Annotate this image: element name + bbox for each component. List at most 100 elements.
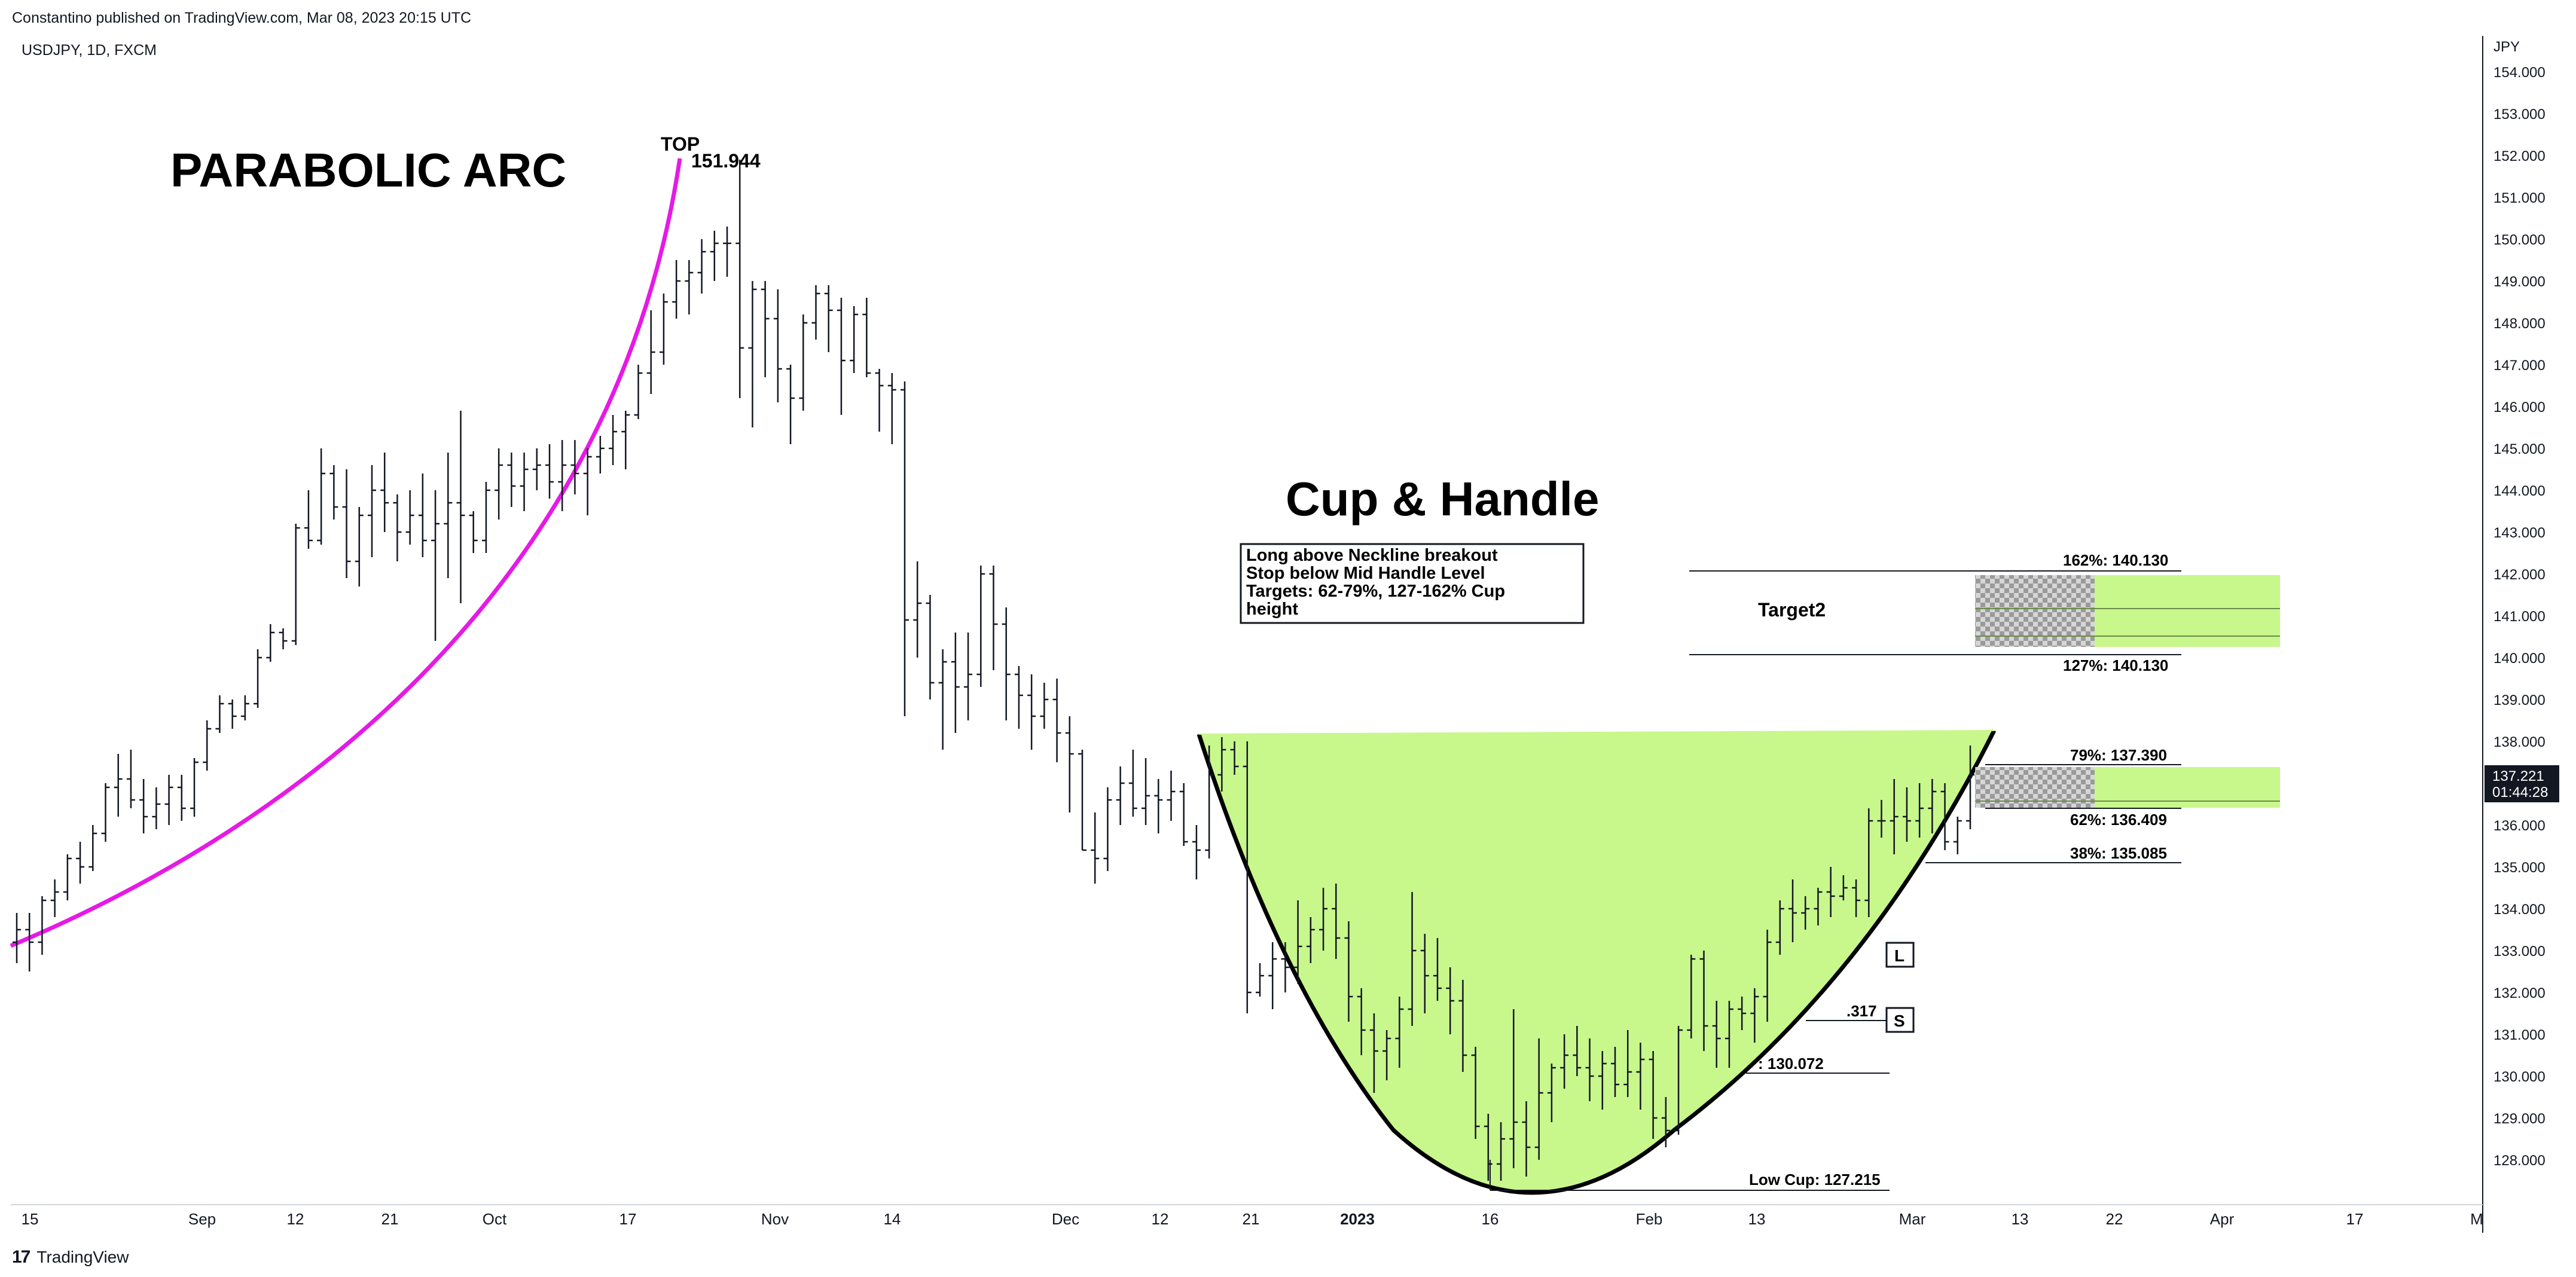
ohlc-bar — [1078, 750, 1086, 851]
tradingview-logo[interactable]: 17 TradingView — [12, 1247, 129, 1267]
ohlc-bar — [203, 720, 212, 771]
short-marker: S — [1894, 1012, 1905, 1030]
ohlc-bar — [685, 260, 694, 314]
ohlc-bar — [63, 854, 72, 900]
currency-label: JPY — [2493, 39, 2520, 55]
ohlc-bar — [1065, 716, 1074, 812]
ohlc-bar — [1928, 779, 1937, 833]
ohlc-bar — [824, 285, 833, 352]
ohlc-bar — [1332, 884, 1341, 959]
ohlc-bar — [786, 365, 795, 444]
ohlc-bar — [634, 365, 643, 419]
time-tick-label: Nov — [761, 1210, 789, 1228]
ohlc-bar — [735, 160, 744, 398]
price-tick-label: 132.000 — [2493, 985, 2546, 1001]
ohlc-bar — [913, 561, 922, 658]
ohlc-bar — [1167, 771, 1176, 821]
time-tick-label: Dec — [1052, 1210, 1079, 1228]
ohlc-bar — [621, 411, 630, 469]
ohlc-bar — [152, 787, 161, 829]
ohlc-bar — [938, 649, 947, 750]
ohlc-bar — [1788, 879, 1797, 942]
ohlc-bar — [1128, 750, 1137, 817]
ohlc-bar — [976, 566, 985, 687]
ohlc-bar — [799, 314, 808, 411]
ohlc-bar — [1179, 783, 1188, 846]
price-tick-label: 150.000 — [2493, 232, 2546, 248]
ohlc-bar — [887, 373, 896, 444]
ohlc-bar — [1522, 1101, 1531, 1177]
ohlc-bar — [1293, 900, 1302, 984]
ohlc-bar — [164, 775, 173, 825]
tradingview-logo-icon: 17 — [12, 1247, 30, 1267]
ohlc-bar — [1205, 746, 1214, 859]
ohlc-bar — [545, 444, 554, 499]
price-tick-label: 152.000 — [2493, 148, 2546, 164]
ohlc-bar — [1192, 825, 1201, 879]
ohlc-bar — [1725, 1001, 1733, 1068]
ohlc-bar — [862, 298, 871, 377]
price-tick-label: 131.000 — [2493, 1027, 2546, 1043]
ohlc-bar — [495, 448, 503, 520]
ohlc-bar — [368, 465, 376, 557]
ohlc-bar — [1268, 942, 1277, 1009]
price-tick-label: 140.000 — [2493, 650, 2546, 667]
price-tick-label: 136.000 — [2493, 818, 2546, 834]
fib-127-label: 127%: 140.130 — [2063, 656, 2168, 674]
ohlc-bar — [1319, 888, 1328, 951]
ohlc-bar — [1801, 896, 1810, 930]
price-axis-ticks: 154.000 153.000 152.000 151.000 150.000 149.0… — [2493, 65, 2546, 1169]
time-tick-label: 17 — [619, 1210, 637, 1228]
mid-handle-label: .317 — [1846, 1002, 1877, 1020]
ohlc-bar — [50, 879, 59, 917]
note-line-4: height — [1246, 600, 1298, 619]
ohlc-bar — [596, 436, 605, 473]
cup-fill — [1199, 731, 1994, 1193]
ohlc-bar — [875, 369, 884, 432]
ohlc-bar — [1814, 888, 1823, 925]
price-tick-label: 141.000 — [2493, 609, 2546, 625]
time-tick-label: Sep — [188, 1210, 216, 1228]
ohlc-bar — [1357, 988, 1366, 1055]
ohlc-bar — [1458, 980, 1467, 1072]
time-tick-label: 22 — [2106, 1210, 2123, 1228]
cup-handle-title: Cup & Handle — [1286, 472, 1599, 526]
top-price-label: 151.944 — [691, 150, 761, 172]
time-tick-label: M — [2470, 1210, 2483, 1228]
ohlc-bar — [1040, 683, 1049, 729]
ohlc-bar — [1623, 1030, 1632, 1097]
ohlc-bar — [1775, 900, 1784, 955]
long-marker-box — [1885, 942, 1915, 968]
top-label: TOP — [661, 133, 700, 155]
time-tick-label: 13 — [1748, 1210, 1766, 1228]
time-tick-label: 12 — [1152, 1210, 1169, 1228]
ohlc-bar — [1256, 963, 1264, 997]
ohlc-bar — [1497, 1122, 1506, 1181]
ohlc-bar — [1573, 1026, 1582, 1076]
time-tick-label: 21 — [1243, 1210, 1260, 1228]
note-line-3: Targets: 62-79%, 127-162% Cup — [1246, 582, 1505, 601]
ohlc-bar — [1839, 875, 1848, 900]
ohlc-bar — [989, 566, 998, 670]
ohlc-bar — [1738, 997, 1747, 1030]
last-price-tag — [2485, 765, 2559, 802]
ohlc-bar — [710, 231, 719, 281]
ohlc-bar — [1433, 938, 1442, 1001]
ohlc-bar — [1230, 741, 1239, 775]
ohlc-bar — [355, 507, 364, 586]
ohlc-bar — [469, 511, 478, 553]
ohlc-bar — [317, 448, 326, 545]
time-axis-ticks: 15 Sep 12 21 Oct 17 Nov 14 Dec 12 21 2023 16 Feb 13 Mar… — [22, 1210, 2483, 1228]
ohlc-bar — [1852, 879, 1861, 917]
ohlc-bar — [1953, 817, 1962, 854]
ohlc-bar — [1966, 746, 1974, 829]
ohlc-bar — [1446, 967, 1455, 1034]
ohlc-bar — [393, 494, 402, 561]
long-marker: L — [1894, 946, 1904, 965]
ohlc-bar — [558, 440, 567, 511]
strategy-note-box — [1240, 543, 1585, 624]
ohlc-bar — [126, 750, 135, 808]
last-price: 137.221 — [2492, 768, 2544, 784]
ohlc-bar — [748, 281, 757, 427]
